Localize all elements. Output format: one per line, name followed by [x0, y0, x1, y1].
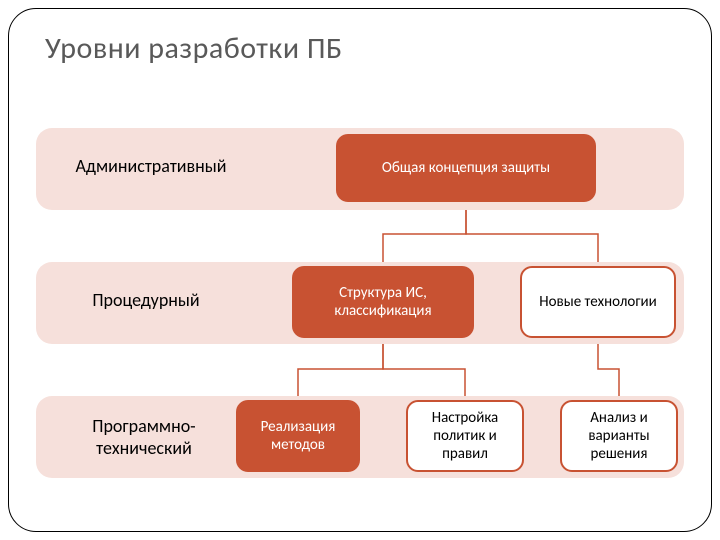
node-box: Структура ИС, классификация — [292, 266, 474, 338]
node-box: Анализ и варианты решения — [560, 400, 678, 472]
level-label: Административный — [56, 156, 246, 178]
node-box: Настройка политик и правил — [406, 400, 524, 472]
node-box: Реализация методов — [236, 400, 360, 472]
level-label: Процедурный — [66, 290, 226, 312]
node-box: Общая концепция защиты — [336, 134, 596, 202]
level-label: Программно- технический — [64, 416, 224, 459]
node-box: Новые технологии — [520, 266, 676, 338]
slide-title: Уровни разработки ПБ — [45, 30, 343, 67]
